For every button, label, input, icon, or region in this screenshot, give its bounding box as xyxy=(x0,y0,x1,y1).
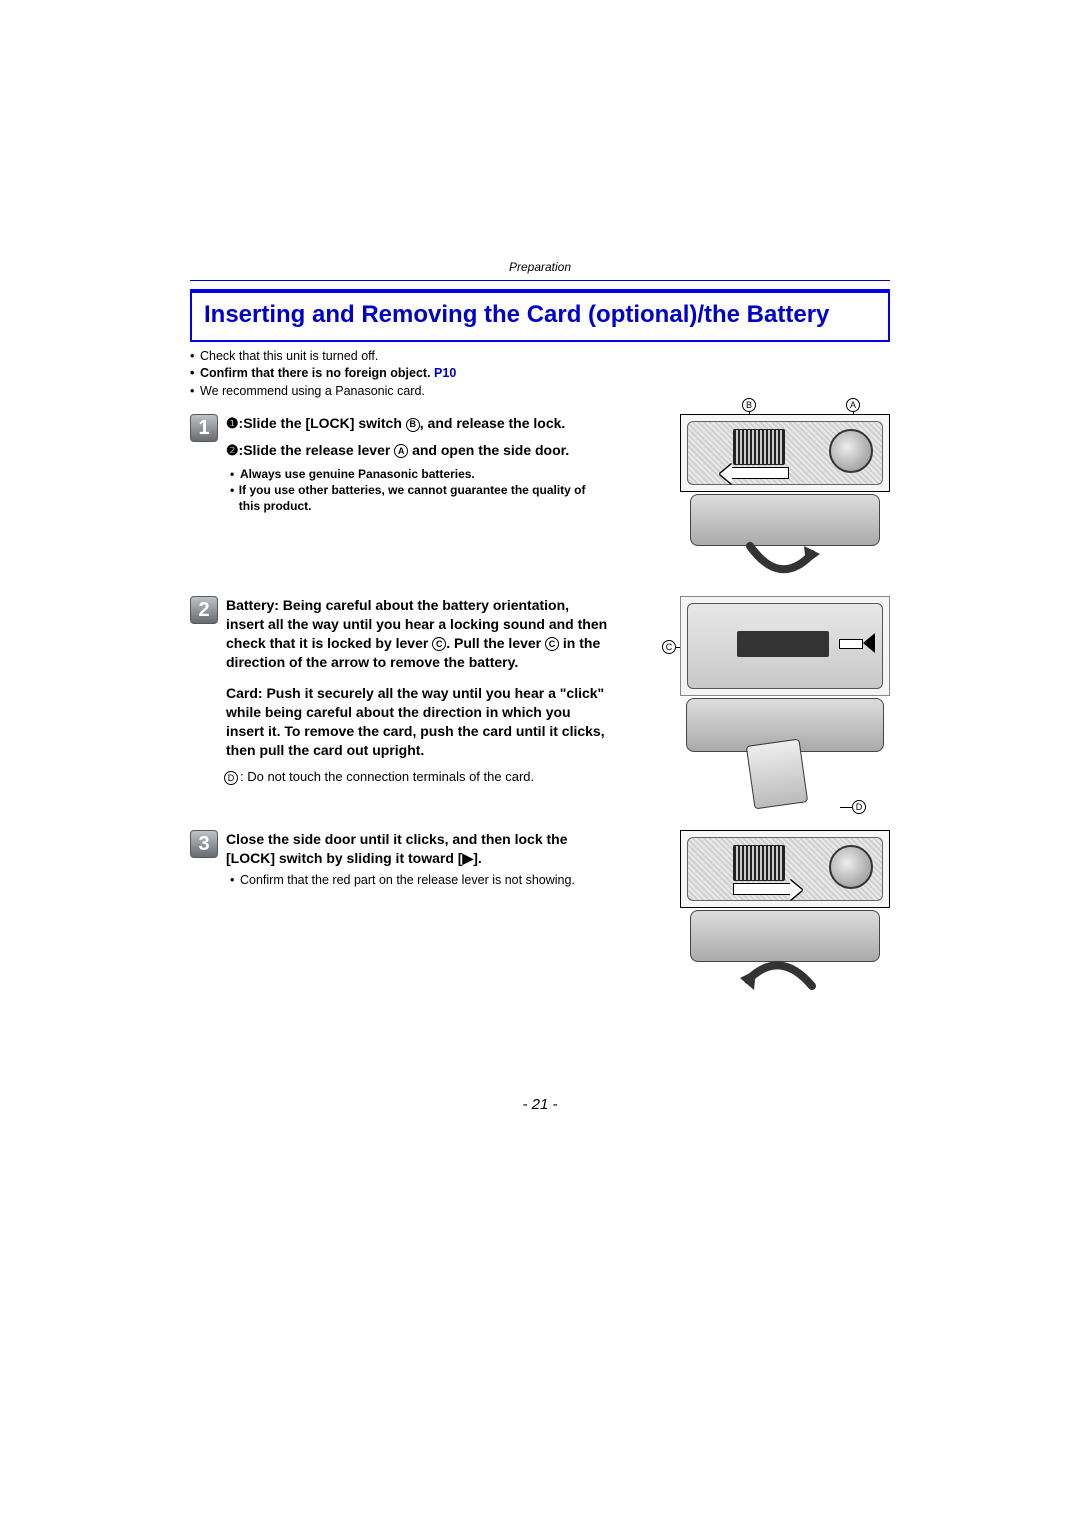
open-door-arrow-icon xyxy=(740,540,820,580)
step2-battery-text: Battery: Being careful about the battery… xyxy=(226,596,610,672)
step-number-2: 2 xyxy=(190,596,218,624)
step1-sub1: Always use genuine Panasonic batteries. xyxy=(240,466,475,482)
step-2-row: 2 Battery: Being careful about the batte… xyxy=(190,596,890,818)
step3-main-text: Close the side door until it clicks, and… xyxy=(226,830,610,868)
title-box: Inserting and Removing the Card (optiona… xyxy=(190,289,890,342)
step1-line2: ❷:Slide the release lever A and open the… xyxy=(226,441,610,460)
ref-B-inline: B xyxy=(406,418,420,432)
figure-step1: B A xyxy=(680,414,890,584)
page-title: Inserting and Removing the Card (optiona… xyxy=(204,301,876,330)
step-number-3: 3 xyxy=(190,830,218,858)
step-1-row: 1 ❶:Slide the [LOCK] switch B, and relea… xyxy=(190,414,890,584)
step1-sub2: If you use other batteries, we cannot gu… xyxy=(239,482,610,514)
figure-step3 xyxy=(680,830,890,1006)
step-number-1: 1 xyxy=(190,414,218,442)
step1-sub-bullets: •Always use genuine Panasonic batteries.… xyxy=(226,466,610,515)
section-header: Preparation xyxy=(190,260,890,274)
ref-C-inline2: C xyxy=(545,637,559,651)
intro-bullets: •Check that this unit is turned off. •Co… xyxy=(190,348,890,401)
step1-line1: ❶:Slide the [LOCK] switch B, and release… xyxy=(226,414,610,433)
step2-note: D: Do not touch the connection terminals… xyxy=(224,769,610,785)
lock-arrow-left-icon xyxy=(731,467,789,479)
step-3-row: 3 Close the side door until it clicks, a… xyxy=(190,830,890,1006)
step3-sub: •Confirm that the red part on the releas… xyxy=(226,872,610,889)
lock-arrow-right-icon xyxy=(733,883,791,895)
page-ref-link[interactable]: P10 xyxy=(434,366,456,380)
close-door-arrow-icon xyxy=(740,956,820,996)
sd-card-icon xyxy=(746,739,808,810)
insert-arrow-icon xyxy=(841,635,875,651)
rule-line xyxy=(190,280,890,281)
ref-C-inline1: C xyxy=(432,637,446,651)
step2-card-text: Card: Push it securely all the way until… xyxy=(226,684,610,760)
page-content: Preparation Inserting and Removing the C… xyxy=(190,0,890,1113)
page-number: - 21 - xyxy=(190,1096,890,1113)
ref-A-inline: A xyxy=(394,444,408,458)
intro-bullet-2-text: Confirm that there is no foreign object. xyxy=(200,366,434,380)
callout-D: D xyxy=(840,800,866,814)
intro-bullet-3: We recommend using a Panasonic card. xyxy=(200,383,425,401)
intro-bullet-1: Check that this unit is turned off. xyxy=(200,348,378,366)
figure-step2: C D xyxy=(680,596,890,818)
ref-D-inline: D xyxy=(224,771,238,785)
